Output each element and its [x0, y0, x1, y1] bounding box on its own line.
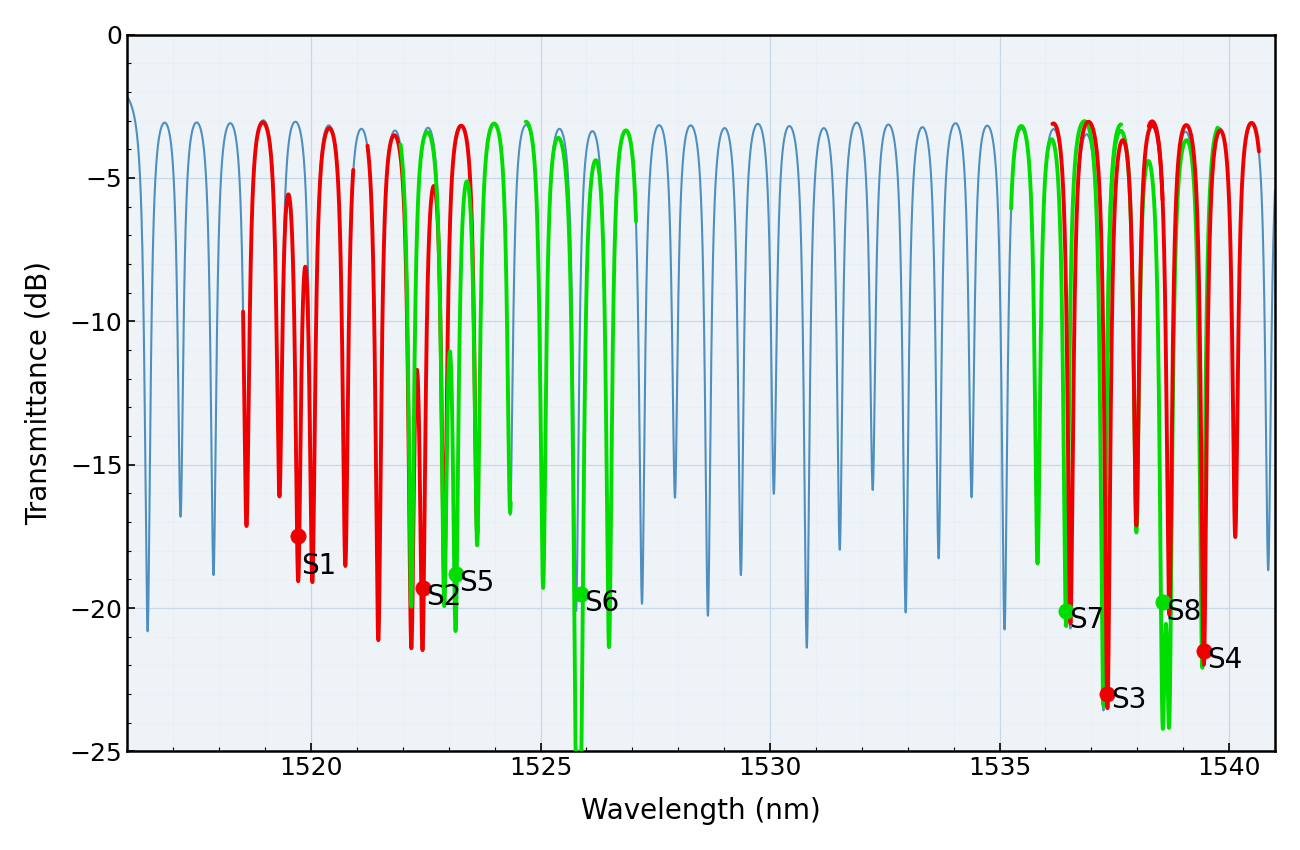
Text: S3: S3	[1110, 687, 1147, 715]
Text: S2: S2	[426, 583, 462, 611]
Text: S8: S8	[1166, 598, 1201, 626]
Text: S5: S5	[459, 569, 494, 597]
X-axis label: Wavelength (nm): Wavelength (nm)	[581, 797, 822, 825]
Text: S4: S4	[1208, 646, 1243, 674]
Text: S1: S1	[302, 552, 337, 580]
Y-axis label: Transmittance (dB): Transmittance (dB)	[25, 261, 53, 525]
Text: S6: S6	[584, 589, 619, 617]
Text: S7: S7	[1070, 606, 1105, 634]
